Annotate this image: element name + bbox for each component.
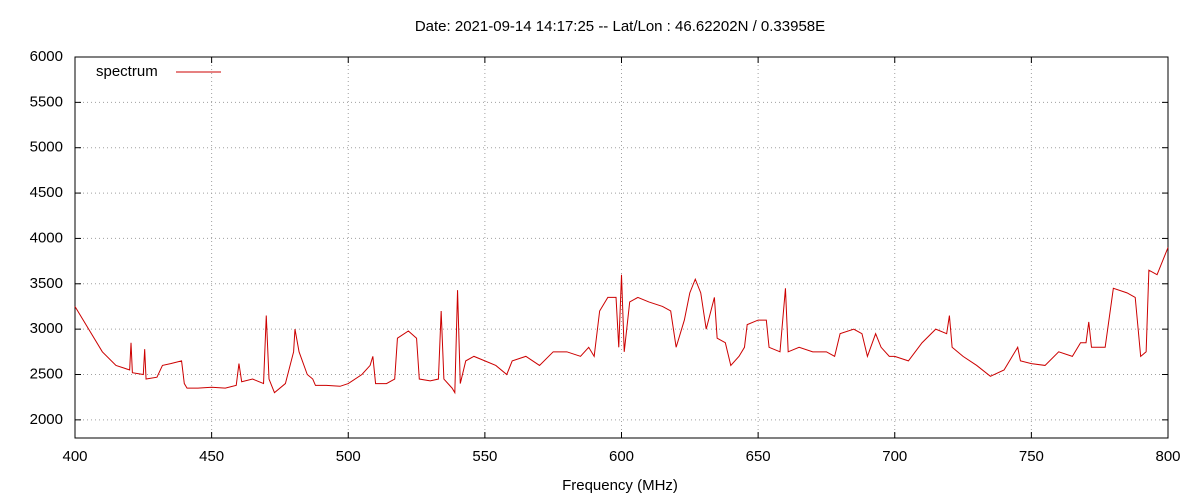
x-tick-label: 600	[609, 448, 634, 465]
y-tick-label: 4000	[30, 229, 63, 246]
x-tick-label: 500	[336, 448, 361, 465]
x-tick-label: 450	[199, 448, 224, 465]
y-tick-label: 4500	[30, 184, 63, 201]
y-tick-label: 3500	[30, 275, 63, 292]
x-tick-label: 550	[472, 448, 497, 465]
x-tick-label: 800	[1155, 448, 1180, 465]
x-tick-label: 650	[746, 448, 771, 465]
y-tick-label: 5500	[30, 93, 63, 110]
x-tick-label: 750	[1019, 448, 1044, 465]
x-tick-label: 700	[882, 448, 907, 465]
data-line	[74, 247, 1169, 395]
y-tick-label: 6000	[30, 48, 63, 65]
y-tick-label: 5000	[30, 139, 63, 156]
x-axis-label: Frequency (MHz)	[562, 477, 678, 494]
y-tick-label: 2500	[30, 365, 63, 382]
chart-title: Date: 2021-09-14 14:17:25 -- Lat/Lon : 4…	[415, 18, 825, 35]
y-tick-label: 3000	[30, 320, 63, 337]
legend-label: spectrum	[96, 63, 158, 80]
plot-frame	[74, 56, 1169, 439]
x-tick-label: 400	[62, 448, 87, 465]
y-tick-label: 2000	[30, 411, 63, 428]
